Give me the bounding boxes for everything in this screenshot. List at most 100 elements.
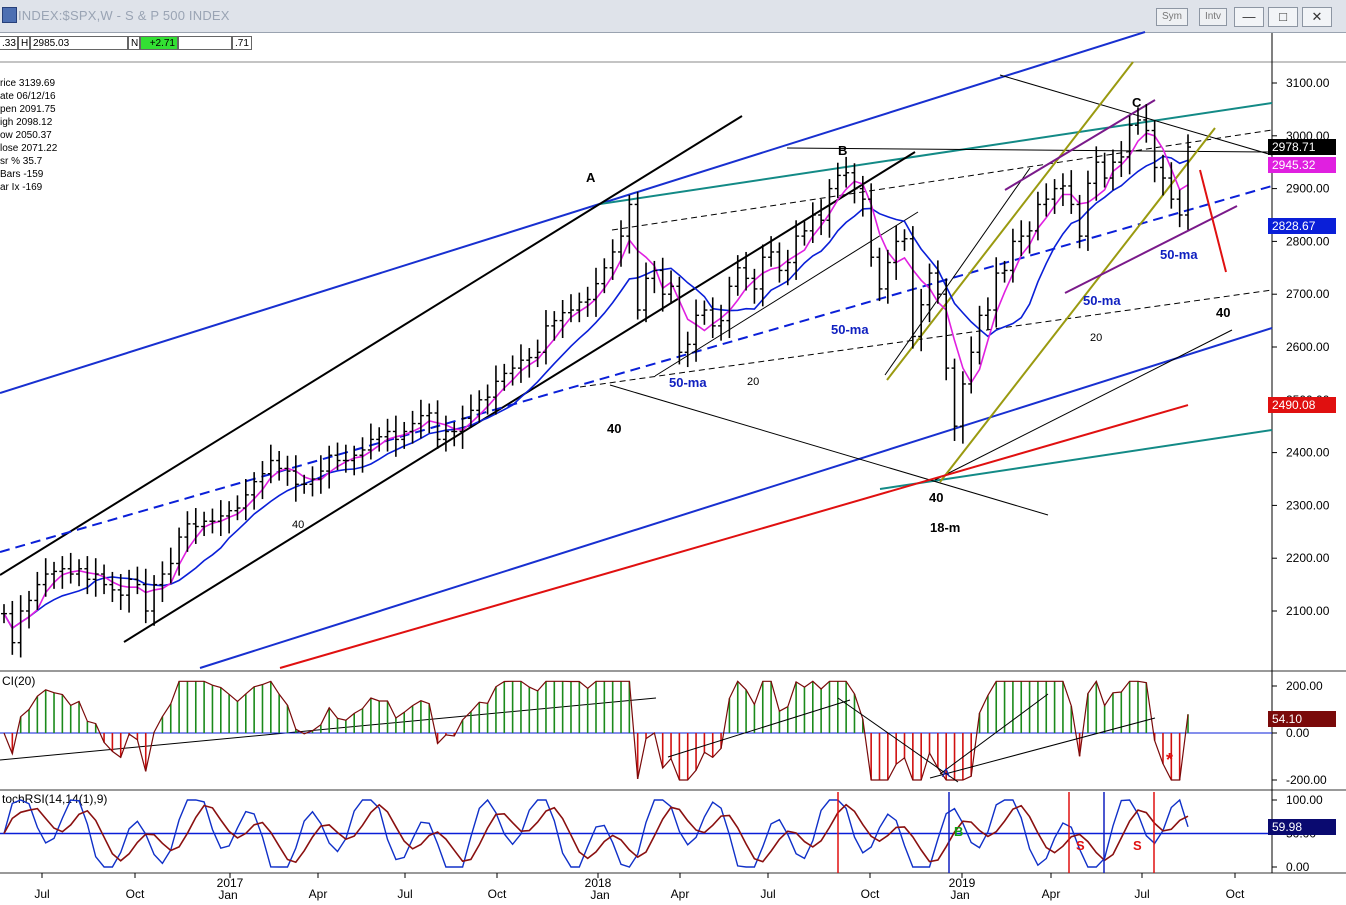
ma50-annotation: 50-ma bbox=[1160, 247, 1198, 262]
ma50-annotation: 50-ma bbox=[831, 322, 869, 337]
info-row: rice 3139.69 bbox=[0, 78, 56, 89]
info-row: lose 2071.22 bbox=[0, 143, 58, 154]
info-row: igh 2098.12 bbox=[0, 117, 53, 128]
cci-y-tick-label: 200.00 bbox=[1286, 679, 1323, 693]
title-bar[interactable]: INDEX:$SPX,W - S & P 500 INDEX Sym Intv … bbox=[0, 0, 1346, 33]
olive-lower-line bbox=[939, 127, 1216, 483]
x-tick-label: 2017 bbox=[217, 876, 244, 890]
sym-button[interactable]: Sym bbox=[1156, 8, 1188, 26]
window-title: INDEX:$SPX,W - S & P 500 INDEX bbox=[18, 8, 230, 23]
ma200-price-box: 2490.08 bbox=[1268, 397, 1336, 413]
x-tick-label: Apr bbox=[671, 887, 690, 901]
y-tick-label: 2700.00 bbox=[1286, 287, 1330, 301]
quote-left-value: .33 bbox=[0, 36, 18, 50]
black-channel-lower bbox=[123, 151, 916, 643]
olive-upper-line bbox=[886, 61, 1134, 381]
channel-lower-line bbox=[199, 327, 1273, 669]
info-row: ate 06/12/16 bbox=[0, 91, 56, 102]
dashed-resistance bbox=[611, 129, 1273, 231]
teal-lower-line bbox=[879, 429, 1273, 490]
ma20-price-box: 2945.32 bbox=[1268, 157, 1336, 173]
purple-lower-line bbox=[1064, 205, 1238, 294]
y-tick-label: 2600.00 bbox=[1286, 340, 1330, 354]
minimize-icon[interactable]: — bbox=[1234, 7, 1264, 27]
stoch-sell-signal: S bbox=[1133, 838, 1142, 853]
black-channel-upper bbox=[0, 115, 743, 576]
thin-diag-line bbox=[934, 329, 1233, 481]
x-tick-label: Oct bbox=[126, 887, 145, 901]
cycle-label-18m: 18-m bbox=[930, 520, 960, 535]
info-row: Bars -159 bbox=[0, 169, 44, 180]
data-window: rice 3139.69 ate 06/12/16 pen 2091.75 ig… bbox=[0, 77, 57, 194]
info-row: ow 2050.37 bbox=[0, 130, 52, 141]
maximize-icon[interactable]: □ bbox=[1268, 7, 1298, 27]
y-tick-label: 2100.00 bbox=[1286, 604, 1330, 618]
y-tick-label: 2300.00 bbox=[1286, 498, 1330, 512]
ma50-line bbox=[3, 155, 1189, 630]
info-row: pen 2091.75 bbox=[0, 104, 56, 115]
y-tick-label: 2900.00 bbox=[1286, 182, 1330, 196]
quote-n-label: N bbox=[128, 36, 140, 50]
y-tick-label: 2400.00 bbox=[1286, 446, 1330, 460]
cycle-label-40: 40 bbox=[292, 519, 304, 531]
ma50-annotation: 50-ma bbox=[1083, 293, 1121, 308]
app-icon bbox=[2, 7, 17, 23]
red-decline-arrow bbox=[1199, 169, 1227, 273]
thin-diag-line bbox=[884, 167, 1031, 376]
purple-upper-line bbox=[1004, 99, 1156, 191]
quote-right-value: .71 bbox=[232, 36, 252, 50]
x-tick-label: Jul bbox=[760, 887, 775, 901]
stoch-buy-signal: B bbox=[954, 824, 963, 839]
quote-h-label: H bbox=[18, 36, 30, 50]
y-tick-label: 2200.00 bbox=[1286, 551, 1330, 565]
close-icon[interactable]: ✕ bbox=[1302, 7, 1332, 27]
cycle-label-40: 40 bbox=[1216, 305, 1230, 320]
x-tick-label: Oct bbox=[1226, 887, 1245, 901]
cycle-label-40: 40 bbox=[929, 490, 943, 505]
stoch-k-line bbox=[3, 798, 1189, 868]
thin-diag-line bbox=[999, 74, 1273, 156]
x-tick-label: Oct bbox=[861, 887, 880, 901]
x-tick-label: Jul bbox=[397, 887, 412, 901]
wave-label-C: C bbox=[1132, 95, 1142, 110]
thin-diag-line bbox=[654, 211, 919, 377]
cycle-label-20: 20 bbox=[747, 376, 759, 388]
cci-signal-label: A bbox=[942, 766, 950, 780]
quote-blank bbox=[178, 36, 232, 50]
stoch-title: tochRSI(14,14(1),9) bbox=[2, 792, 107, 806]
y-tick-label: 3100.00 bbox=[1286, 76, 1330, 90]
cci-title: CI(20) bbox=[2, 674, 35, 688]
info-row: sr % 35.7 bbox=[0, 156, 43, 167]
stoch-value-box: 59.98 bbox=[1268, 819, 1336, 835]
cci-y-tick-label: -200.00 bbox=[1286, 773, 1327, 787]
cci-trendline bbox=[667, 699, 851, 758]
cci-star-marker: * bbox=[1166, 750, 1173, 770]
cci-y-tick-label: 0.00 bbox=[1286, 726, 1310, 740]
x-tick-label: Jan bbox=[950, 888, 969, 902]
x-tick-label: 2018 bbox=[585, 876, 612, 890]
cci-trendline bbox=[929, 717, 1156, 779]
x-tick-label: 2019 bbox=[949, 876, 976, 890]
x-tick-label: Apr bbox=[309, 887, 328, 901]
x-tick-label: Jul bbox=[34, 887, 49, 901]
stoch-y-tick-label: 0.00 bbox=[1286, 860, 1310, 874]
stoch-d-line bbox=[3, 803, 1189, 864]
ma50-price-box: 2828.67 bbox=[1268, 218, 1336, 234]
y-tick-label: 2800.00 bbox=[1286, 234, 1330, 248]
stoch-y-tick-label: 100.00 bbox=[1286, 793, 1323, 807]
interval-button[interactable]: Intv bbox=[1199, 8, 1227, 26]
cci-trendline bbox=[837, 697, 959, 783]
x-tick-label: Jul bbox=[1134, 887, 1149, 901]
wave-label-A: A bbox=[586, 170, 596, 185]
quote-h-value: 2985.03 bbox=[30, 36, 128, 50]
ma200-line bbox=[279, 404, 1189, 669]
x-tick-label: Oct bbox=[488, 887, 507, 901]
channel-upper-line bbox=[0, 31, 1146, 394]
quote-change: +2.71 bbox=[140, 36, 178, 50]
cycle-label-20: 20 bbox=[1090, 332, 1102, 344]
info-row: ar Ix -169 bbox=[0, 182, 43, 193]
x-tick-label: Jan bbox=[218, 888, 237, 902]
wave-label-B: B bbox=[838, 143, 847, 158]
